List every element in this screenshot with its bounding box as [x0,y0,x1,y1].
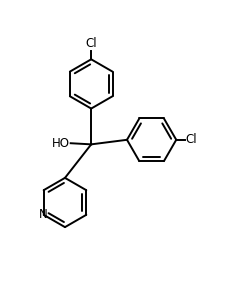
Text: Cl: Cl [85,36,96,49]
Text: HO: HO [51,137,69,150]
Text: Cl: Cl [185,133,197,146]
Text: N: N [39,208,48,221]
